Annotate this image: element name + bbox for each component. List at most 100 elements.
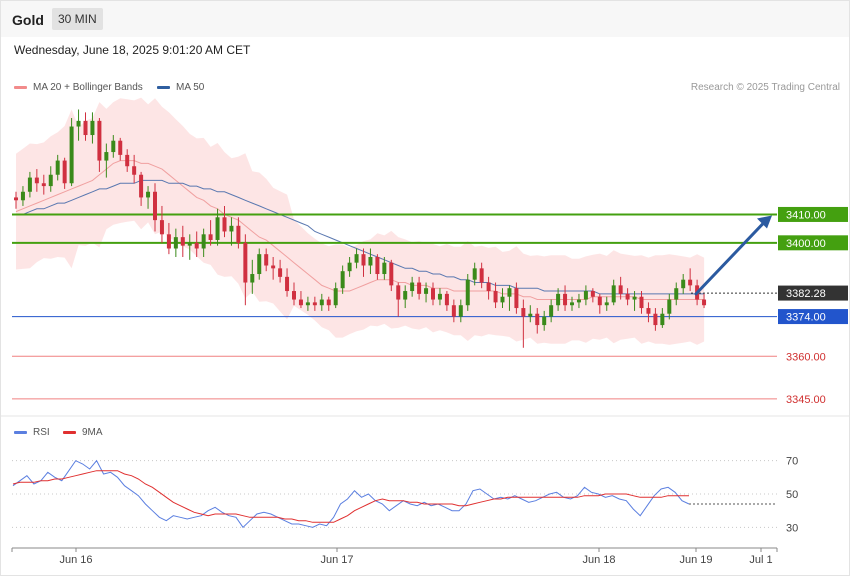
candle-body	[493, 291, 498, 303]
x-tick-label: Jun 16	[59, 554, 92, 566]
candle-body	[563, 293, 568, 306]
candle-body	[465, 279, 470, 306]
candle-body	[187, 242, 192, 246]
chart-datetime: Wednesday, June 18, 2025 9:01:20 AM CET	[14, 43, 251, 57]
candle-body	[215, 217, 220, 240]
ma50-legend-label: MA 50	[176, 82, 205, 93]
candle-body	[681, 279, 686, 289]
candle-body	[326, 299, 331, 306]
rsi-legend-rsi[interactable]: RSI	[14, 427, 50, 438]
candle-body	[180, 237, 185, 246]
ma20-swatch	[14, 86, 27, 89]
candle-body	[264, 254, 269, 266]
price-legend-ma20[interactable]: MA 20 + Bollinger Bands	[14, 82, 143, 93]
candle-body	[479, 268, 484, 283]
candle-body	[62, 160, 67, 184]
level-label-3382.28: 3382.28	[786, 288, 826, 300]
candle-body	[688, 279, 693, 286]
candle-body	[382, 262, 387, 275]
rsi-tick-label-30: 30	[786, 522, 798, 534]
candle-body	[285, 276, 290, 292]
candle-body	[55, 160, 60, 175]
candle-body	[292, 291, 296, 300]
forecast-arrow-head	[757, 215, 772, 229]
candle-body	[305, 302, 310, 306]
candle-body	[410, 282, 415, 292]
candle-body	[507, 288, 512, 297]
candle-body	[208, 234, 213, 240]
candle-body	[257, 254, 262, 275]
candle-body	[229, 225, 234, 232]
candle-body	[340, 271, 345, 289]
candle-body	[521, 308, 526, 317]
level-tag-3374.00	[778, 309, 848, 325]
candle-body	[556, 293, 561, 306]
candle-body	[639, 296, 644, 309]
candle-body	[271, 265, 276, 269]
candle-body	[389, 262, 394, 286]
rsi-series-RSI	[12, 459, 690, 529]
candle-body	[646, 308, 651, 314]
candle-body	[625, 293, 630, 300]
candle-body	[590, 291, 595, 297]
candle-body	[403, 291, 408, 300]
candle-body	[702, 299, 707, 306]
candle-body	[528, 313, 533, 317]
x-tick-label: Jul 1	[749, 554, 772, 566]
x-tick-label: Jun 17	[320, 554, 353, 566]
candle-body	[347, 262, 352, 272]
candle-body	[146, 191, 151, 198]
bollinger-band	[16, 97, 705, 345]
candle-body	[41, 183, 46, 187]
candle-body	[97, 120, 102, 161]
candle-body	[166, 234, 171, 249]
candle-body	[611, 285, 616, 303]
candle-body	[222, 217, 227, 232]
candle-body	[542, 316, 547, 326]
candle-body	[139, 174, 144, 198]
x-tick-label: Jun 19	[679, 554, 712, 566]
candle-body	[653, 313, 658, 326]
candle-body	[69, 126, 74, 184]
level-label-3360.00: 3360.00	[786, 351, 826, 363]
candle-body	[250, 274, 255, 283]
candle-body	[486, 282, 491, 292]
candle-body	[660, 313, 665, 326]
candle-body	[632, 296, 637, 300]
candle-body	[14, 197, 18, 201]
candle-body	[173, 237, 178, 249]
candle-body	[500, 296, 505, 303]
rsi-tick-label-70: 70	[786, 456, 798, 468]
candle-body	[333, 288, 338, 306]
ma50-line	[16, 179, 705, 295]
rsi-series-9MA	[12, 470, 689, 523]
candle-body	[83, 120, 88, 136]
candle-body	[451, 305, 456, 317]
candle-body	[20, 191, 25, 201]
candle-body	[583, 291, 588, 300]
price-legend-ma50[interactable]: MA 50	[157, 82, 204, 93]
candle-body	[604, 302, 609, 306]
candle-body	[90, 120, 95, 136]
candle-body	[159, 220, 164, 235]
candle-body	[444, 293, 449, 306]
interval-button[interactable]: 30 MIN	[52, 8, 103, 30]
rsi9ma-swatch	[63, 431, 76, 434]
candle-body	[667, 299, 672, 314]
chart-header: Gold 30 MIN	[1, 1, 849, 37]
candle-body	[437, 293, 442, 300]
forecast-arrow-shaft	[694, 218, 768, 296]
candle-body	[361, 254, 366, 266]
level-label-3400.00: 3400.00	[786, 238, 826, 250]
rsi-legend-label: RSI	[33, 427, 50, 438]
candle-body	[417, 282, 422, 294]
level-tag-3410.00	[778, 206, 848, 222]
candle-body	[368, 257, 373, 266]
candle-body	[354, 254, 359, 263]
copyright-text: Research © 2025 Trading Central	[690, 82, 840, 93]
rsi-legend-9ma[interactable]: 9MA	[63, 427, 103, 438]
candle-body	[132, 166, 137, 175]
candle-body	[375, 257, 380, 275]
level-label-3345.00: 3345.00	[786, 394, 826, 406]
